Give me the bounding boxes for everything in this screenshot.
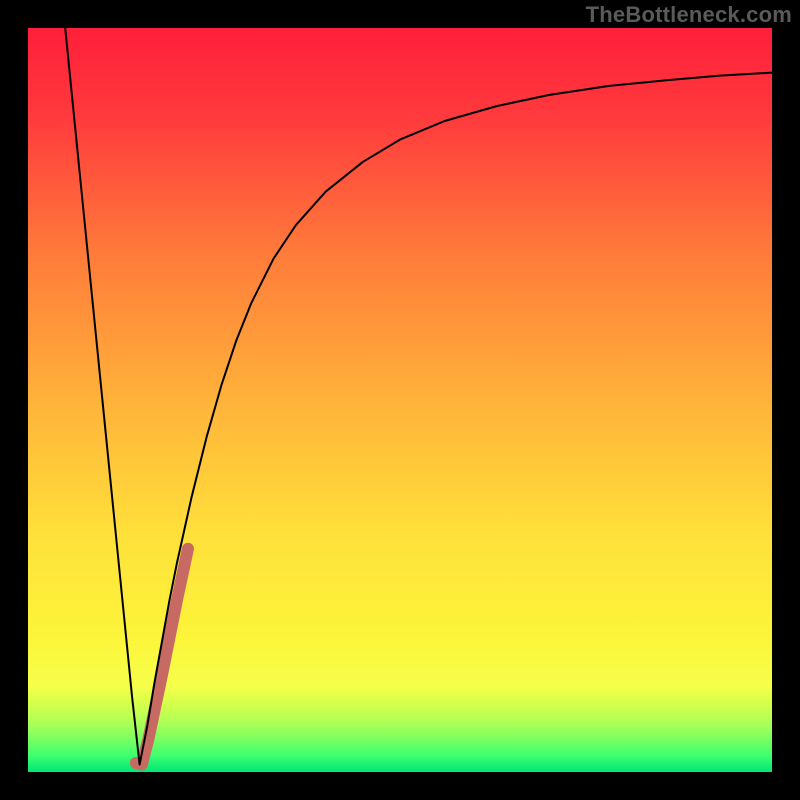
chart-canvas: TheBottleneck.com	[0, 0, 800, 800]
plot-area	[28, 28, 772, 772]
watermark-text: TheBottleneck.com	[586, 2, 792, 28]
plot-svg	[28, 28, 772, 772]
